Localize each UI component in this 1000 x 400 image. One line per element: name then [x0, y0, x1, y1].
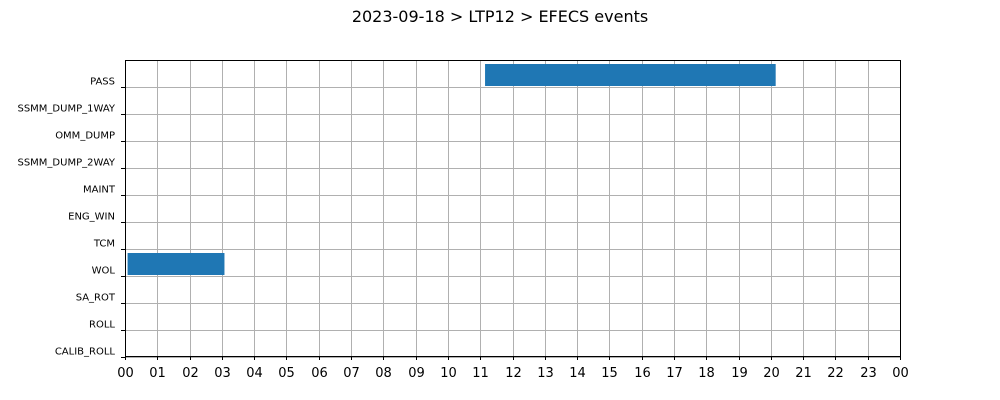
chart-title: 2023-09-18 > LTP12 > EFECS events	[352, 7, 648, 26]
y-tick-label: MAINT	[83, 185, 116, 196]
x-tick-label: 06	[311, 366, 328, 381]
x-tick-label: 08	[375, 366, 392, 381]
y-tick-label: SA_ROT	[76, 293, 116, 304]
x-tick-label: 04	[246, 366, 263, 381]
event-bar-pass	[485, 64, 776, 86]
x-tick-label: 02	[182, 366, 199, 381]
y-tick-label: CALIB_ROLL	[55, 347, 116, 358]
x-tick-label: 03	[214, 366, 231, 381]
x-tick-label: 11	[472, 366, 489, 381]
x-tick-label: 09	[408, 366, 425, 381]
x-tick-label: 16	[634, 366, 651, 381]
x-tick-label: 13	[537, 366, 554, 381]
x-tick-label: 14	[569, 366, 586, 381]
y-tick-label: PASS	[90, 77, 115, 88]
bar-layer	[127, 64, 776, 275]
x-tick-label: 20	[763, 366, 780, 381]
x-tick-label: 00	[117, 366, 134, 381]
y-tick-label: ENG_WIN	[68, 212, 115, 223]
x-tick-label: 01	[149, 366, 166, 381]
x-tick-label: 22	[827, 366, 844, 381]
x-tick-label: 17	[666, 366, 683, 381]
x-tick-label: 10	[440, 366, 457, 381]
y-axis: PASS SSMM_DUMP_1WAY OMM_DUMP SSMM_DUMP_2WAY…	[17, 77, 125, 358]
x-tick-label: 21	[795, 366, 812, 381]
y-tick-label: SSMM_DUMP_2WAY	[17, 158, 115, 169]
y-tick-label: OMM_DUMP	[55, 131, 115, 142]
x-tick-label: 12	[505, 366, 522, 381]
grid-layer	[125, 60, 901, 358]
x-tick-label: 19	[731, 366, 748, 381]
x-tick-label: 00	[892, 366, 909, 381]
x-tick-label: 05	[278, 366, 295, 381]
x-tick-label: 07	[343, 366, 360, 381]
y-tick-label: SSMM_DUMP_1WAY	[17, 104, 115, 115]
x-tick-label: 18	[698, 366, 715, 381]
x-axis: 00 01 02 03 04 05 06 07 08 09 10 11 12 13 14 15 16 17 18 19…	[117, 356, 909, 381]
y-tick-label: TCM	[93, 239, 115, 250]
y-tick-label: WOL	[92, 266, 116, 277]
y-tick-label: ROLL	[89, 320, 115, 331]
x-tick-label: 23	[860, 366, 877, 381]
event-bar-wol	[127, 253, 225, 275]
x-tick-label: 15	[601, 366, 618, 381]
